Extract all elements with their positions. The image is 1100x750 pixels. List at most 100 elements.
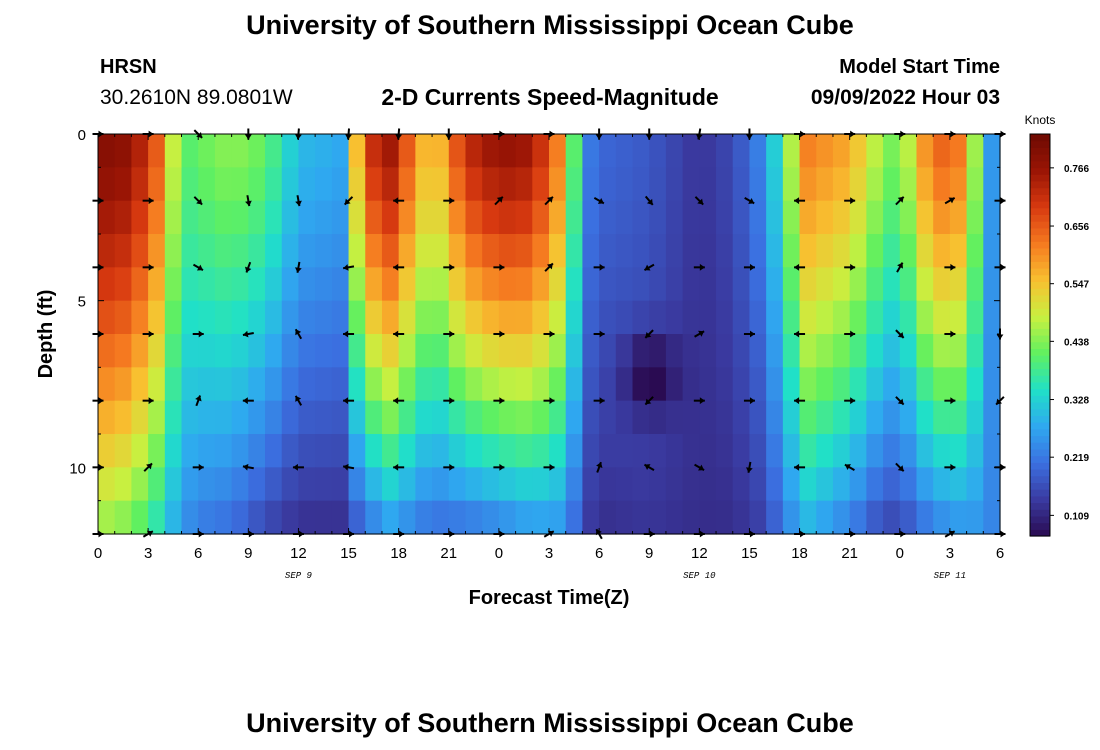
heatmap-cell — [983, 167, 1001, 202]
heatmap-cell — [532, 367, 550, 402]
current-arrow-head — [950, 263, 956, 271]
current-arrow-head — [148, 197, 154, 205]
colorbar-segment — [1030, 274, 1050, 282]
heatmap-cell — [198, 400, 216, 435]
heatmap-cell — [632, 134, 650, 168]
current-arrow — [693, 263, 705, 271]
heatmap-cell — [649, 267, 667, 302]
heatmap-cell — [432, 400, 450, 435]
colorbar-segment — [1030, 314, 1050, 323]
heatmap-cell — [832, 234, 851, 268]
heatmap-cell — [816, 400, 834, 435]
heatmap-cell — [298, 400, 316, 435]
heatmap-cell — [749, 267, 767, 302]
heatmap-cell — [949, 334, 968, 368]
heatmap-cell — [181, 234, 199, 268]
heatmap-cell — [98, 200, 116, 235]
heatmap-cell — [749, 234, 767, 268]
heatmap-cell — [949, 200, 968, 235]
current-arrow — [292, 463, 304, 471]
heatmap-cell — [131, 167, 149, 202]
heatmap-cell — [148, 300, 166, 335]
current-arrow — [944, 463, 956, 471]
current-arrow-head — [245, 200, 252, 207]
colorbar-segment — [1030, 435, 1050, 443]
current-arrow-head — [295, 329, 302, 336]
heatmap-cell — [549, 134, 567, 168]
colorbar-segment — [1030, 475, 1050, 483]
heatmap-cell — [532, 300, 550, 335]
heatmap-cell — [498, 134, 517, 168]
heatmap-cell — [181, 467, 199, 502]
heatmap-cell — [682, 400, 700, 435]
x-tick-label: 18 — [390, 545, 407, 562]
heatmap-cell — [549, 367, 567, 402]
heatmap-cell — [949, 167, 968, 202]
heatmap-cell — [949, 300, 968, 335]
heatmap-cell — [365, 334, 383, 368]
speed-heatmap-chart: 0 3 6 9 12 15 18 21 0 3 6 9 12 15 18 21 0 3 6 SEP 9 SEP 10 SE… — [35, 113, 1089, 609]
heatmap-cell — [732, 300, 751, 335]
heatmap-cell — [231, 400, 249, 435]
heatmap-cell — [832, 367, 851, 402]
heatmap-cell — [966, 334, 984, 368]
heatmap-cell — [98, 500, 116, 535]
colorbar-tick-label: 0.109 — [1064, 511, 1089, 522]
heatmap-cell — [716, 434, 734, 468]
heatmap-cell — [432, 234, 450, 268]
heatmap-cell — [582, 334, 600, 368]
current-arrow-head — [850, 263, 856, 271]
heatmap-cell — [515, 200, 533, 235]
heatmap-cell — [281, 267, 300, 302]
heatmap-cell — [582, 367, 600, 402]
heatmap-cell — [849, 134, 867, 168]
heatmap-cell — [298, 434, 316, 468]
heatmap-cell — [181, 500, 199, 535]
heatmap-cell — [766, 500, 784, 535]
colorbar-segment — [1030, 522, 1050, 530]
heatmap-cell — [348, 300, 366, 335]
current-arrow-head — [549, 397, 555, 405]
x-tick-label: 21 — [440, 545, 457, 562]
current-arrow — [242, 330, 254, 338]
heatmap-cell — [983, 367, 1001, 402]
heatmap-cell — [482, 367, 500, 402]
heatmap-cell — [682, 200, 700, 235]
colorbar-segment — [1030, 335, 1050, 343]
heatmap-cell — [465, 267, 483, 302]
heatmap-cell — [415, 400, 433, 435]
heatmap-cell — [665, 200, 684, 235]
colorbar-segment — [1030, 140, 1050, 148]
heatmap-cell — [966, 200, 984, 235]
heatmap-cell — [148, 200, 166, 235]
current-arrow-head — [897, 465, 904, 472]
current-arrow — [844, 330, 856, 338]
current-arrow — [593, 197, 605, 205]
current-arrow — [142, 263, 154, 271]
heatmap-cell — [966, 300, 984, 335]
heatmap-cell — [448, 467, 467, 502]
heatmap-cell — [214, 167, 233, 202]
heatmap-cell — [933, 367, 951, 402]
heatmap-cell — [515, 434, 533, 468]
heatmap-cell — [949, 400, 968, 435]
current-arrow-head — [746, 467, 753, 473]
heatmap-cell — [549, 467, 567, 502]
heatmap-cell — [916, 400, 934, 435]
heatmap-cell — [866, 467, 884, 502]
current-arrow — [944, 397, 956, 405]
heatmap-cell — [565, 200, 584, 235]
current-arrow-head — [195, 395, 202, 402]
heatmap-cell — [131, 300, 149, 335]
y-tick-label: 10 — [69, 460, 86, 477]
colorbar-segment — [1030, 348, 1050, 356]
heatmap-cell — [498, 467, 517, 502]
heatmap-cell — [198, 467, 216, 502]
heatmap-cell — [265, 300, 283, 335]
heatmap-cell — [749, 400, 767, 435]
heatmap-cell — [966, 234, 984, 268]
current-arrow — [142, 197, 154, 205]
heatmap-cell — [916, 467, 934, 502]
x-tick-label: 18 — [791, 545, 808, 562]
x-tick-label: 6 — [996, 545, 1004, 562]
